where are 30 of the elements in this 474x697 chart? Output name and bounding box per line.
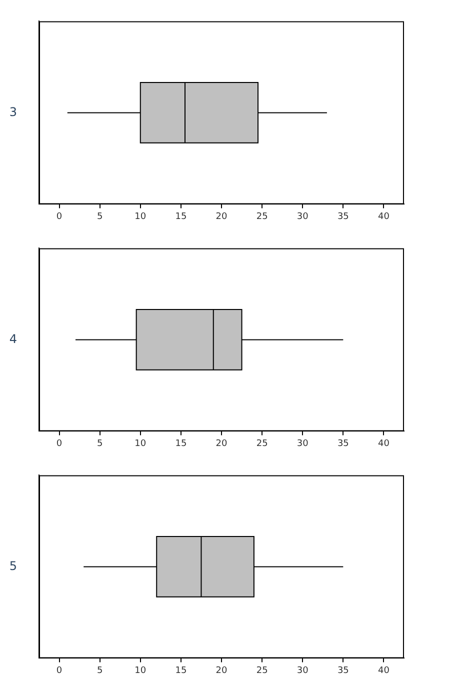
y-tick-label: 3 <box>9 104 17 119</box>
x-tick-label: 25 <box>256 666 268 676</box>
y-tick-label: 5 <box>9 558 17 573</box>
x-tick-label: 5 <box>96 666 103 676</box>
x-tick-label: 25 <box>256 212 268 222</box>
x-tick-label: 35 <box>337 212 349 222</box>
x-tick-label: 5 <box>96 212 103 222</box>
x-tick-label: 15 <box>175 212 187 222</box>
y-tick-label: 4 <box>9 332 17 346</box>
x-tick-label: 10 <box>134 212 146 222</box>
x-tick-label: 35 <box>337 666 349 676</box>
x-tick-label: 25 <box>256 438 268 449</box>
x-tick-label: 0 <box>56 666 62 676</box>
x-tick-label: 40 <box>378 212 390 222</box>
x-tick-label: 30 <box>296 212 309 222</box>
x-tick-label: 30 <box>296 438 309 449</box>
x-tick-label: 40 <box>378 666 390 676</box>
x-tick-label: 0 <box>56 438 62 449</box>
x-tick-label: 5 <box>96 438 103 449</box>
x-tick-label: 40 <box>378 438 390 449</box>
x-tick-label: 20 <box>216 666 228 676</box>
x-tick-label: 20 <box>216 438 228 449</box>
x-tick-label: 10 <box>134 666 146 676</box>
x-tick-label: 0 <box>56 212 62 222</box>
x-tick-label: 15 <box>175 666 187 676</box>
x-tick-label: 15 <box>175 438 187 449</box>
x-tick-label: 35 <box>337 438 349 449</box>
x-tick-label: 10 <box>134 438 146 449</box>
x-tick-label: 30 <box>296 666 309 676</box>
x-tick-label: 20 <box>216 212 228 222</box>
